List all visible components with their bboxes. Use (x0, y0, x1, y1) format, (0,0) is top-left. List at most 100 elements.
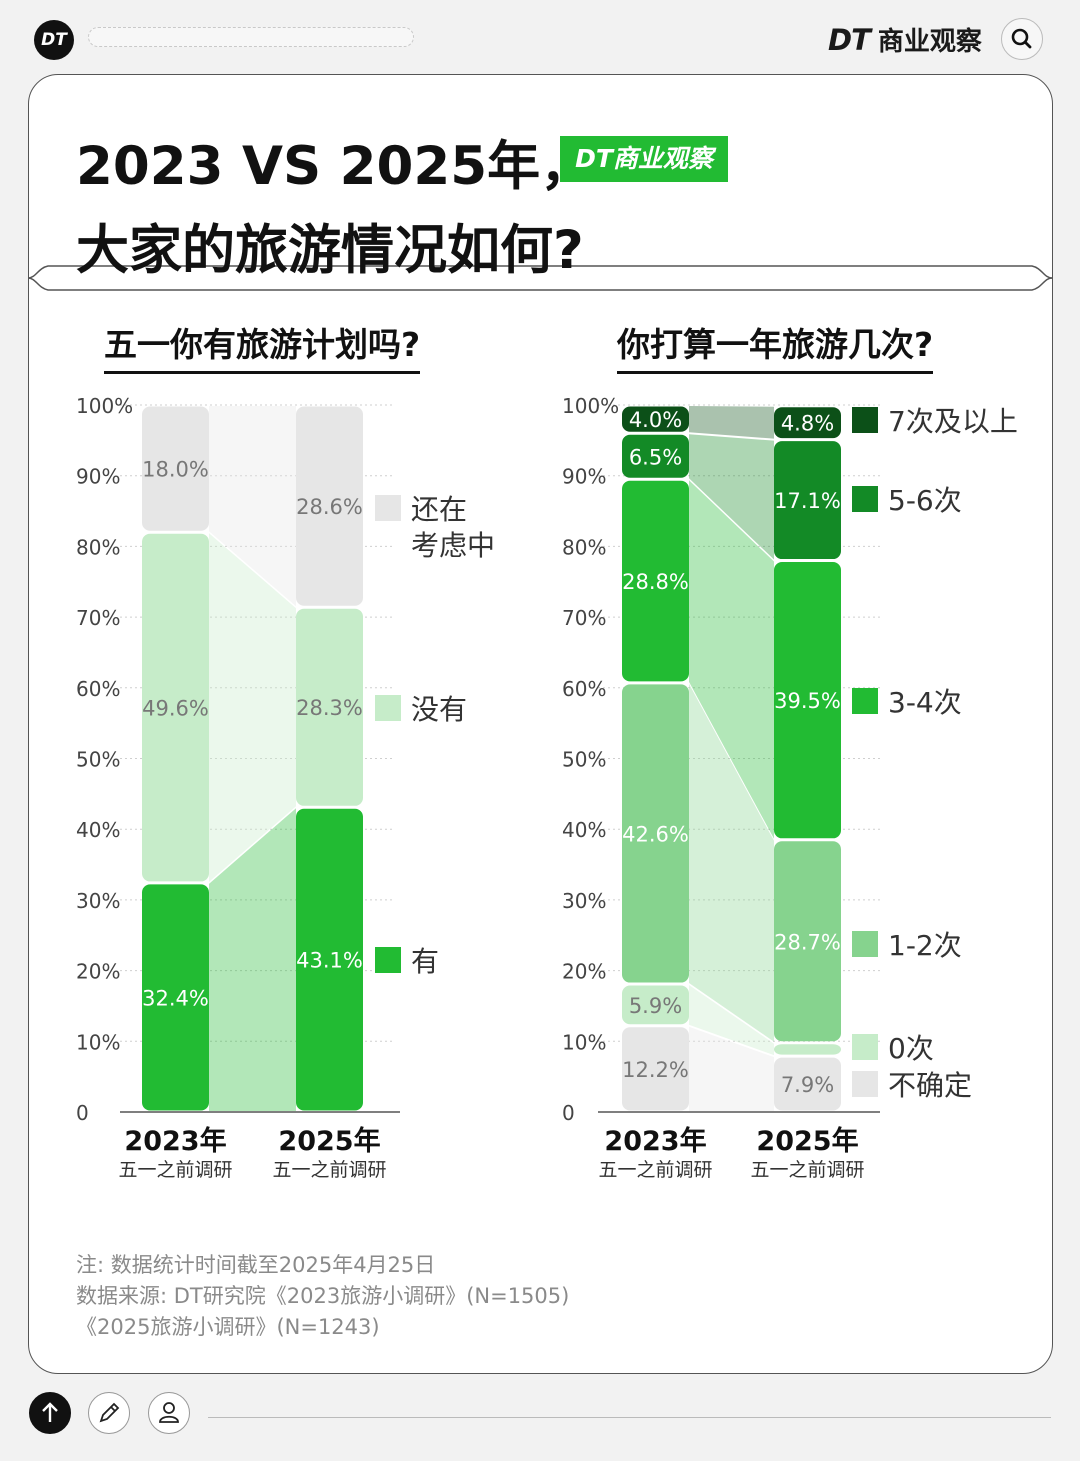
bar-segment (622, 434, 689, 478)
connector-band (689, 480, 774, 839)
card-divider (28, 265, 1052, 291)
data-label: 4.0% (629, 408, 682, 432)
dt-logo[interactable]: DT (34, 20, 74, 60)
brand-wordmark[interactable]: DT 商业观察 (828, 20, 982, 60)
y-tick-label: 80% (562, 535, 606, 559)
y-tick-label: 100% (76, 394, 133, 418)
y-tick-label: 50% (562, 748, 606, 772)
legend-label: 7次及以上 (888, 405, 1018, 438)
note-source-2: 《2025旅游小调研》(N=1243) (76, 1315, 380, 1339)
legend-label: 还在 (411, 493, 467, 526)
y-tick-label: 0 (76, 1101, 89, 1125)
data-label: 4.8% (781, 412, 834, 436)
data-label: 32.4% (142, 986, 209, 1010)
bar-segment (622, 406, 689, 432)
y-tick-label: 90% (562, 465, 606, 489)
title-line-2: 大家的旅游情况如何? (76, 220, 584, 281)
connector-band (209, 533, 296, 882)
legend-label: 3-4次 (888, 686, 962, 719)
footnotes: 注: 数据统计时间截至2025年4月25日 数据来源: DT研究院《2023旅游… (76, 1250, 569, 1343)
y-tick-label: 20% (76, 960, 120, 984)
data-label: 28.3% (296, 696, 363, 720)
title-badge: DT商业观察 (560, 136, 728, 182)
category-sublabel: 五一之前调研 (118, 1159, 232, 1181)
connector-band (689, 985, 774, 1056)
bottom-toolbar (0, 1392, 1080, 1442)
data-label: 28.7% (774, 930, 841, 954)
legend-label: 1-2次 (888, 929, 962, 962)
data-label: 6.5% (629, 445, 682, 469)
legend-label: 有 (411, 945, 439, 978)
connector-band (689, 683, 774, 1042)
bar-segment (774, 841, 841, 1042)
y-tick-label: 90% (76, 465, 120, 489)
bar-segment (774, 441, 841, 560)
bar-segment (142, 884, 209, 1111)
bar-segment (774, 1057, 841, 1111)
data-label: 17.1% (774, 489, 841, 513)
data-label: 49.6% (142, 697, 209, 721)
legend-label: 考虑中 (411, 529, 495, 562)
bar-segment (774, 407, 841, 439)
bar-segment (774, 1044, 841, 1055)
data-label: 42.6% (622, 822, 689, 846)
legend-label: 0次 (888, 1032, 934, 1065)
right-chart-title: 你打算一年旅游几次? (617, 318, 934, 374)
category-sublabel: 五一之前调研 (598, 1159, 712, 1181)
toolbar-divider (208, 1417, 1051, 1418)
data-label: 18.0% (142, 458, 209, 482)
legend-swatch (852, 486, 878, 512)
data-label: 7.9% (781, 1073, 834, 1097)
y-tick-label: 10% (562, 1030, 606, 1054)
y-tick-label: 40% (76, 818, 120, 842)
brand-name: 商业观察 (877, 27, 982, 57)
y-tick-label: 60% (76, 677, 120, 701)
left-stacked-bar-chart: 0 10% 20% 30% 40% 50% 60% 70% 80% 90% 100% 32.4% 49.… (76, 394, 495, 1181)
bar-segment (296, 808, 363, 1111)
category-label: 2025年 (756, 1125, 858, 1157)
legend-label: 不确定 (888, 1069, 972, 1102)
category-sublabel: 五一之前调研 (272, 1159, 386, 1181)
right-stacked-bar-chart: 0 10% 20% 30% 40% 50% 60% 70% 80% 90% 100% 12.2% 5.9… (562, 394, 1018, 1181)
y-tick-label: 20% (562, 960, 606, 984)
legend-swatch (375, 695, 401, 721)
bar-segment (622, 985, 689, 1025)
legend-swatch (852, 407, 878, 433)
connector-band (689, 406, 774, 439)
up-arrow-icon (42, 1402, 58, 1422)
bar-segment (296, 608, 363, 806)
category-label: 2023年 (124, 1125, 226, 1157)
category-sublabel: 五一之前调研 (750, 1159, 864, 1181)
legend-swatch (852, 1034, 878, 1060)
y-tick-label: 50% (76, 748, 120, 772)
page-title: 2023 VS 2025年， 大家的旅游情况如何? (76, 125, 593, 293)
y-tick-label: 100% (562, 394, 619, 418)
data-label: 12.2% (622, 1058, 689, 1082)
connector-band (689, 434, 774, 560)
bar-segment (622, 480, 689, 682)
edit-button[interactable] (88, 1392, 130, 1434)
legend-label: 没有 (411, 693, 467, 726)
bar-segment (622, 1027, 689, 1111)
y-tick-label: 0 (562, 1101, 575, 1125)
connector-band (209, 406, 296, 607)
data-label: 43.1% (296, 949, 363, 973)
bar-segment (622, 684, 689, 983)
pencil-icon (99, 1402, 120, 1423)
y-tick-label: 30% (76, 889, 120, 913)
bar-segment (296, 406, 363, 606)
bar-segment (142, 406, 209, 531)
data-label: 5.9% (629, 994, 682, 1018)
left-chart-title: 五一你有旅游计划吗? (104, 318, 421, 374)
profile-button[interactable] (148, 1392, 190, 1434)
data-label: 28.8% (622, 570, 689, 594)
category-label: 2025年 (278, 1125, 380, 1157)
data-label: 28.6% (296, 495, 363, 519)
scroll-top-button[interactable] (29, 1392, 71, 1434)
y-tick-label: 80% (76, 535, 120, 559)
search-button[interactable] (1001, 18, 1043, 60)
y-tick-label: 70% (562, 606, 606, 630)
search-input[interactable] (88, 27, 414, 47)
y-tick-label: 70% (76, 606, 120, 630)
